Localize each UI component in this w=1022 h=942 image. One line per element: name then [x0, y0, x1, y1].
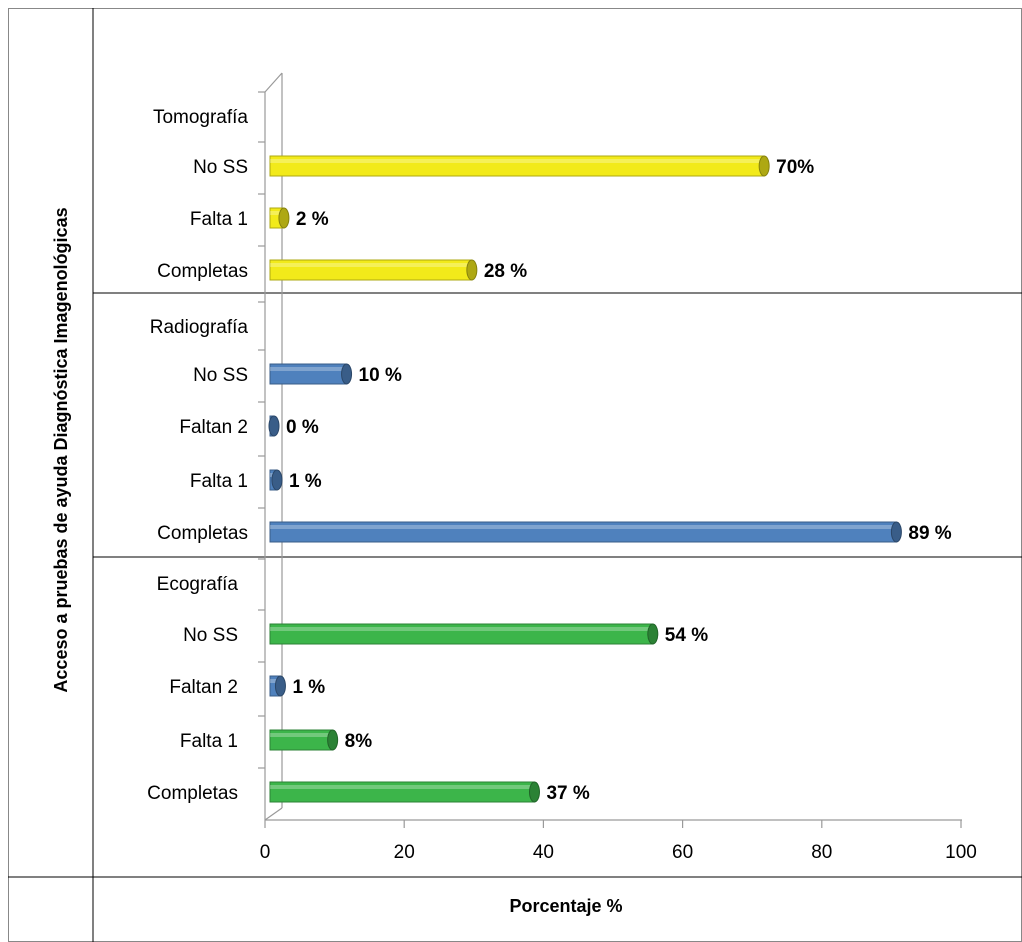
axis-wall: [264, 72, 962, 821]
category-label: No SS: [193, 157, 248, 178]
data-label: 54 %: [665, 625, 708, 646]
data-label: 37 %: [546, 783, 589, 804]
bars-layer: [268, 155, 902, 803]
category-label: Completas: [157, 523, 248, 544]
bar-end-cap: [528, 781, 540, 803]
bar-end-cap: [278, 207, 290, 229]
data-label: 1 %: [289, 471, 322, 492]
category-label: No SS: [183, 625, 238, 646]
category-label: Faltan 2: [179, 417, 248, 438]
group-label: Ecografía: [157, 574, 239, 595]
data-label: 2 %: [296, 209, 329, 230]
group-label: Radiografía: [150, 317, 249, 338]
labels-layer: Tomografía No SS 70% Falta 1 2 % Completas 28 …: [147, 107, 952, 804]
bar-highlight: [270, 263, 472, 267]
bar-highlight: [270, 785, 535, 789]
x-axis-title: Porcentaje %: [509, 896, 622, 916]
bar-highlight: [270, 733, 333, 737]
x-tick-label: 40: [533, 842, 554, 863]
data-label: 0 %: [286, 417, 319, 438]
bar-end-cap: [341, 363, 353, 385]
data-label: 89 %: [908, 523, 951, 544]
data-label: 1 %: [292, 677, 325, 698]
group-label: Tomografía: [153, 107, 248, 128]
bar-highlight: [270, 159, 765, 163]
data-label: 70%: [776, 157, 814, 178]
data-label: 8%: [345, 731, 373, 752]
data-label: 28 %: [484, 261, 527, 282]
bar-end-cap: [327, 729, 339, 751]
bar-highlight: [270, 367, 347, 371]
category-label: Completas: [157, 261, 248, 282]
x-tick-label: 80: [811, 842, 832, 863]
category-label: Completas: [147, 783, 238, 804]
bar-end-cap: [268, 415, 280, 437]
x-tick-label: 20: [394, 842, 415, 863]
x-tick-label: 100: [945, 842, 977, 863]
bar-end-cap: [271, 469, 283, 491]
bar-highlight: [270, 679, 281, 683]
bar-highlight: [270, 627, 653, 631]
x-tick-label: 60: [672, 842, 693, 863]
x-tick-label: 0: [260, 842, 271, 863]
category-label: Faltan 2: [169, 677, 238, 698]
bar-highlight: [270, 525, 897, 529]
category-label: Falta 1: [180, 731, 238, 752]
bar-end-cap: [274, 675, 286, 697]
y-axis-title: Acceso a pruebas de ayuda Diagnóstica Im…: [51, 207, 71, 692]
bar-end-cap: [890, 521, 902, 543]
data-label: 10 %: [359, 365, 402, 386]
bar-highlight: [270, 211, 284, 215]
category-label: Falta 1: [190, 209, 248, 230]
axis-ticks: 0 20 40 60 80 100: [258, 91, 977, 863]
category-label: No SS: [193, 365, 248, 386]
bar-end-cap: [466, 259, 478, 281]
bar-end-cap: [647, 623, 659, 645]
bar-end-cap: [758, 155, 770, 177]
category-label: Falta 1: [190, 471, 248, 492]
